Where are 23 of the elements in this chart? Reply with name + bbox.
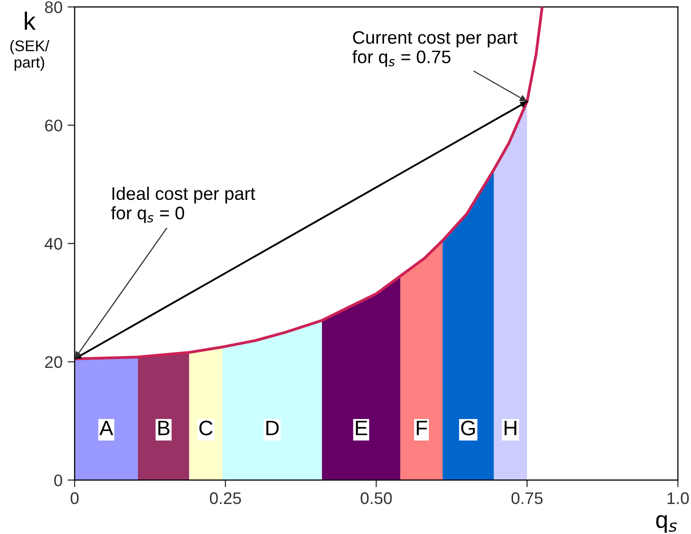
series-label: C [199,420,213,436]
annotation: Current cost per part for q$_{s}$ = 0.75 [352,31,518,67]
series-label: B [158,420,170,436]
x-tick-label: 0.75 [511,492,543,504]
annotation: Ideal cost per part for q$_{s}$ = 0 [111,186,256,224]
y-tick-label: 80 [45,1,62,14]
y-tick-label: 40 [44,238,62,250]
series-label: G [461,420,475,436]
y-tick-label: 20 [45,356,62,368]
series-label: F [416,420,428,436]
series-label: A [99,420,114,436]
series-label: E [356,420,368,436]
x-tick-label: 0.25 [210,492,241,504]
x-tick-label: 1.0 [668,492,689,504]
x-tick-label: 0 [70,492,79,504]
x-tick-label: 0.50 [360,492,392,504]
line-series [74,6,544,360]
series-label: D [266,420,279,436]
series-label: H [504,420,516,436]
y-axis-title: k (SEK/ part) [10,12,50,71]
y-tick-label: 0 [54,474,62,486]
y-tick-label: 60 [45,120,62,132]
x-axis-title: q$_{s}$ [656,515,677,533]
